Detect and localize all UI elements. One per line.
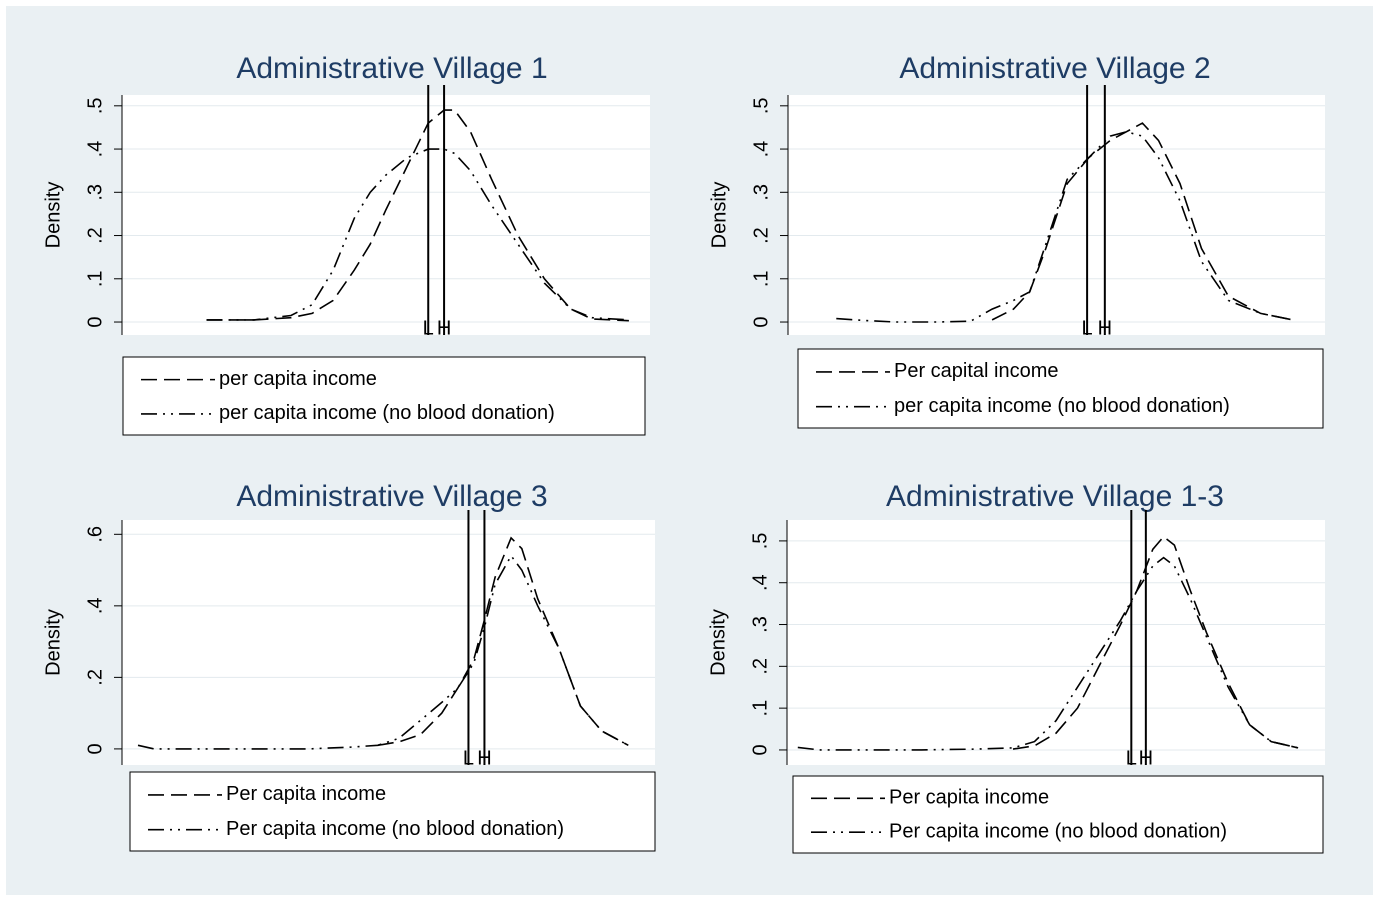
reference-label: H: [437, 317, 451, 339]
legend-box: [792, 775, 1324, 854]
legend-label: per capita income: [219, 368, 377, 390]
plot-area: [787, 520, 1325, 765]
chart-title: Administrative Village 1-3: [886, 480, 1224, 513]
y-axis-label: Density: [707, 609, 729, 676]
y-axis-label: Density: [42, 182, 64, 249]
density-line: [991, 122, 1293, 321]
y-axis-label: Density: [42, 609, 64, 676]
y-tick-label: .2: [749, 658, 771, 675]
legend-label: Per capita income (no blood donation): [889, 820, 1227, 842]
legend-box: [122, 356, 646, 436]
y-tick-label: .1: [749, 700, 771, 717]
chart-title: Administrative Village 2: [899, 52, 1210, 85]
y-tick-label: .4: [749, 574, 771, 591]
density-line: [836, 130, 1293, 323]
density-line: [797, 556, 1299, 751]
chart-title: Administrative Village 3: [236, 480, 547, 513]
y-tick-label: .2: [84, 227, 106, 244]
legend-label: Per capita income (no blood donation): [226, 818, 564, 840]
y-tick-label: .4: [84, 141, 106, 158]
density-line: [137, 554, 629, 750]
reference-label: L: [1082, 317, 1093, 339]
y-tick-label: .3: [749, 616, 771, 633]
y-tick-label: .4: [84, 597, 106, 614]
y-tick-label: .6: [84, 526, 106, 543]
y-tick-label: .1: [750, 270, 772, 287]
legend-label: per capita income (no blood donation): [894, 395, 1230, 417]
legend-label: Per capita income: [889, 787, 1049, 809]
legend-label: Per capita income: [226, 783, 386, 805]
reference-label: H: [1139, 747, 1153, 769]
y-tick-label: 0: [749, 744, 771, 755]
density-line: [377, 536, 629, 747]
reference-label: L: [463, 747, 474, 769]
y-tick-label: 0: [750, 316, 772, 327]
legend-box: [129, 771, 656, 852]
legend-label: Per capital income: [894, 360, 1059, 382]
chart-title: Administrative Village 1: [236, 52, 547, 85]
reference-label: L: [423, 317, 434, 339]
reference-label: L: [1126, 747, 1137, 769]
y-axis-label: Density: [708, 182, 730, 249]
y-tick-label: 0: [84, 316, 106, 327]
y-tick-label: .3: [750, 184, 772, 201]
y-tick-label: .3: [84, 184, 106, 201]
plot-area: [122, 520, 655, 765]
y-tick-label: .5: [750, 97, 772, 114]
reference-label: H: [477, 747, 491, 769]
legend-label: per capita income (no blood donation): [219, 402, 555, 424]
density-line: [1012, 535, 1299, 750]
y-tick-label: 0: [84, 743, 106, 754]
plot-area: [122, 95, 650, 335]
y-tick-label: .4: [750, 141, 772, 158]
y-tick-label: .2: [84, 669, 106, 686]
y-tick-label: .5: [84, 97, 106, 114]
y-tick-label: .5: [749, 533, 771, 550]
y-tick-label: .1: [84, 270, 106, 287]
legend-box: [797, 348, 1324, 429]
reference-label: H: [1098, 317, 1112, 339]
y-tick-label: .2: [750, 227, 772, 244]
